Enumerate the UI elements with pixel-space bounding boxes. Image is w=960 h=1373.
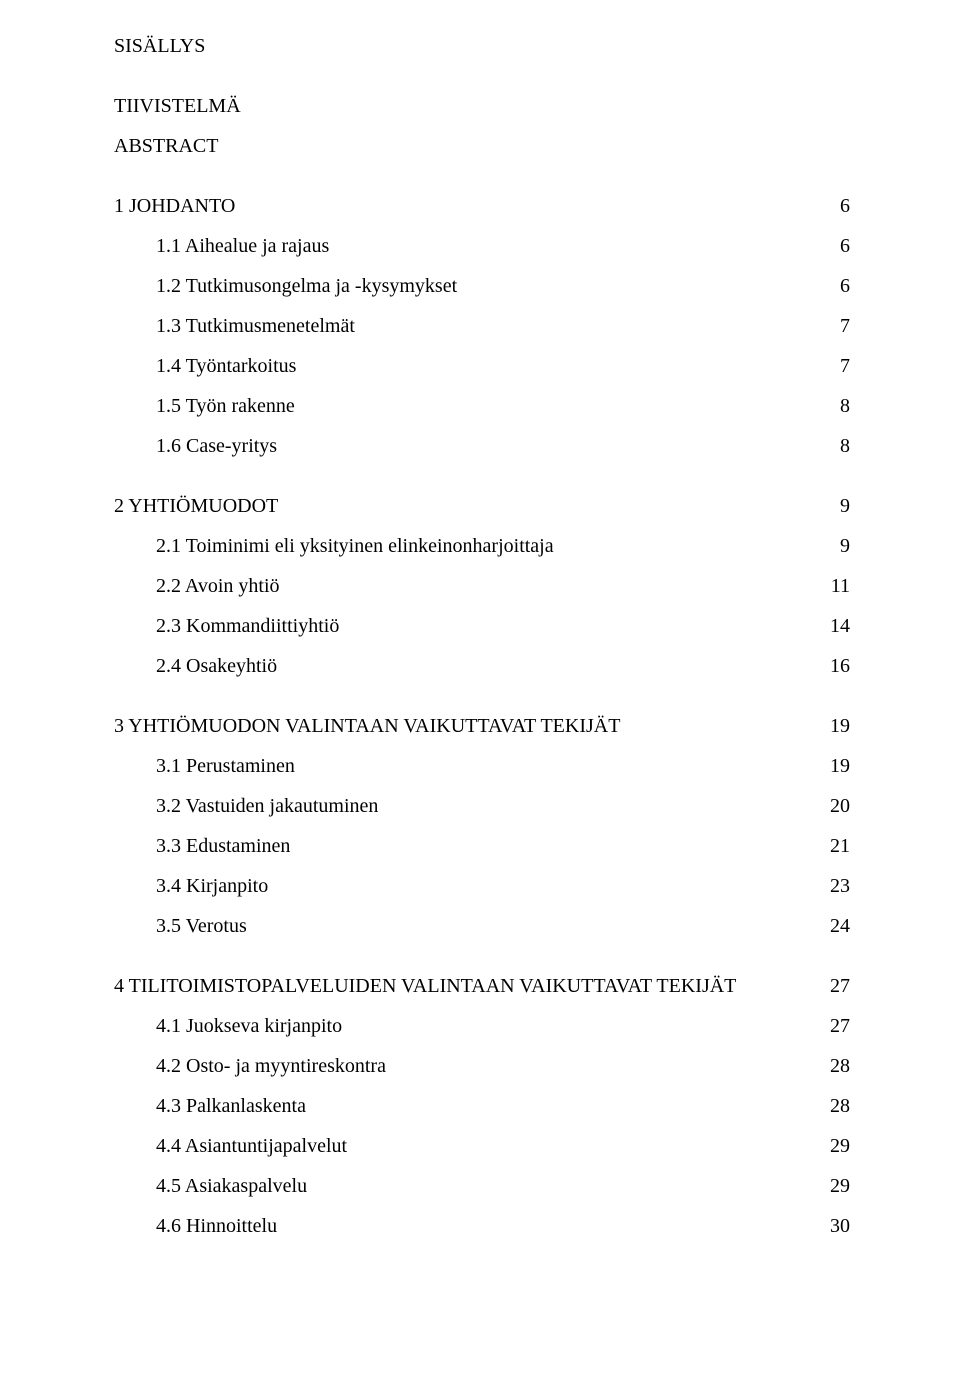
toc-item: 3.1 Perustaminen 19 [114,756,850,776]
toc-item-page: 29 [820,1176,850,1196]
toc-item-label: 3.4 Kirjanpito [156,876,268,896]
toc-item-label: 4.2 Osto- ja myyntireskontra [156,1056,386,1076]
toc-item: 4.6 Hinnoittelu 30 [114,1216,850,1236]
toc-item-label: 2.1 Toiminimi eli yksityinen elinkeinonh… [156,536,554,556]
toc-section: 2 YHTIÖMUODOT 9 2.1 Toiminimi eli yksity… [114,496,850,676]
toc-item: 2.2 Avoin yhtiö 11 [114,576,850,596]
toc-heading-label: 1 JOHDANTO [114,196,235,216]
toc-item-page: 7 [820,316,850,336]
toc-item-label: 4.3 Palkanlaskenta [156,1096,306,1116]
toc-heading: 3 YHTIÖMUODON VALINTAAN VAIKUTTAVAT TEKI… [114,716,850,736]
toc-item: 4.2 Osto- ja myyntireskontra 28 [114,1056,850,1076]
toc-heading: 4 TILITOIMISTOPALVELUIDEN VALINTAAN VAIK… [114,976,850,996]
toc-item-label: 4.4 Asiantuntijapalvelut [156,1136,347,1156]
toc-heading-page: 19 [820,716,850,736]
front-label: TIIVISTELMÄ [114,96,241,116]
toc-item-label: 4.6 Hinnoittelu [156,1216,277,1236]
toc-item-page: 9 [820,536,850,556]
toc-item-label: 3.5 Verotus [156,916,247,936]
toc-item-page: 16 [820,656,850,676]
toc-item-label: 3.3 Edustaminen [156,836,290,856]
toc-title: SISÄLLYS [114,36,850,56]
toc-item: 4.5 Asiakaspalvelu 29 [114,1176,850,1196]
toc-item-label: 1.1 Aihealue ja rajaus [156,236,329,256]
toc-item-page: 7 [820,356,850,376]
toc-item-page: 30 [820,1216,850,1236]
toc-item: 2.3 Kommandiittiyhtiö 14 [114,616,850,636]
toc-item: 2.4 Osakeyhtiö 16 [114,656,850,676]
toc-heading-label: 4 TILITOIMISTOPALVELUIDEN VALINTAAN VAIK… [114,976,736,996]
toc-item-page: 23 [820,876,850,896]
front-item: TIIVISTELMÄ [114,96,850,116]
toc-item: 4.4 Asiantuntijapalvelut 29 [114,1136,850,1156]
toc-item-label: 4.1 Juokseva kirjanpito [156,1016,342,1036]
toc-item: 1.3 Tutkimusmenetelmät 7 [114,316,850,336]
toc-item: 1.2 Tutkimusongelma ja -kysymykset 6 [114,276,850,296]
toc-item-page: 6 [820,276,850,296]
toc-item: 1.1 Aihealue ja rajaus 6 [114,236,850,256]
toc-item-page: 6 [820,236,850,256]
toc-heading: 2 YHTIÖMUODOT 9 [114,496,850,516]
toc-heading-page: 27 [820,976,850,996]
toc-item: 3.3 Edustaminen 21 [114,836,850,856]
toc-item-label: 2.4 Osakeyhtiö [156,656,277,676]
toc-item-page: 20 [820,796,850,816]
toc-item-page: 8 [820,436,850,456]
toc-heading-page: 6 [820,196,850,216]
toc-item-label: 2.2 Avoin yhtiö [156,576,280,596]
toc-item-label: 3.1 Perustaminen [156,756,295,776]
toc-item-label: 1.5 Työn rakenne [156,396,295,416]
toc-section: 4 TILITOIMISTOPALVELUIDEN VALINTAAN VAIK… [114,976,850,1236]
toc-item: 4.3 Palkanlaskenta 28 [114,1096,850,1116]
toc-item: 2.1 Toiminimi eli yksityinen elinkeinonh… [114,536,850,556]
front-item: ABSTRACT [114,136,850,156]
toc-item-label: 4.5 Asiakaspalvelu [156,1176,307,1196]
toc-item-label: 1.3 Tutkimusmenetelmät [156,316,355,336]
toc-item: 3.5 Verotus 24 [114,916,850,936]
toc-item: 4.1 Juokseva kirjanpito 27 [114,1016,850,1036]
toc-item-page: 28 [820,1096,850,1116]
toc-item: 1.4 Työntarkoitus 7 [114,356,850,376]
toc-item-label: 1.6 Case-yritys [156,436,277,456]
toc-heading: 1 JOHDANTO 6 [114,196,850,216]
front-matter: TIIVISTELMÄ ABSTRACT [114,96,850,156]
front-label: ABSTRACT [114,136,218,156]
toc-item-page: 29 [820,1136,850,1156]
toc-section: 1 JOHDANTO 6 1.1 Aihealue ja rajaus 6 1.… [114,196,850,456]
toc-item-page: 11 [820,576,850,596]
toc-item: 3.4 Kirjanpito 23 [114,876,850,896]
toc-section: 3 YHTIÖMUODON VALINTAAN VAIKUTTAVAT TEKI… [114,716,850,936]
toc-item-page: 21 [820,836,850,856]
toc-item-label: 1.4 Työntarkoitus [156,356,296,376]
toc-item: 1.6 Case-yritys 8 [114,436,850,456]
toc-item-page: 8 [820,396,850,416]
toc-item-page: 19 [820,756,850,776]
toc-heading-label: 3 YHTIÖMUODON VALINTAAN VAIKUTTAVAT TEKI… [114,716,620,736]
toc-item-label: 1.2 Tutkimusongelma ja -kysymykset [156,276,457,296]
toc-item-page: 28 [820,1056,850,1076]
toc-item: 1.5 Työn rakenne 8 [114,396,850,416]
toc-item-page: 14 [820,616,850,636]
toc-item-page: 24 [820,916,850,936]
toc-item-label: 3.2 Vastuiden jakautuminen [156,796,378,816]
toc-item: 3.2 Vastuiden jakautuminen 20 [114,796,850,816]
toc-item-label: 2.3 Kommandiittiyhtiö [156,616,339,636]
toc-item-page: 27 [820,1016,850,1036]
toc-heading-label: 2 YHTIÖMUODOT [114,496,278,516]
toc-heading-page: 9 [820,496,850,516]
